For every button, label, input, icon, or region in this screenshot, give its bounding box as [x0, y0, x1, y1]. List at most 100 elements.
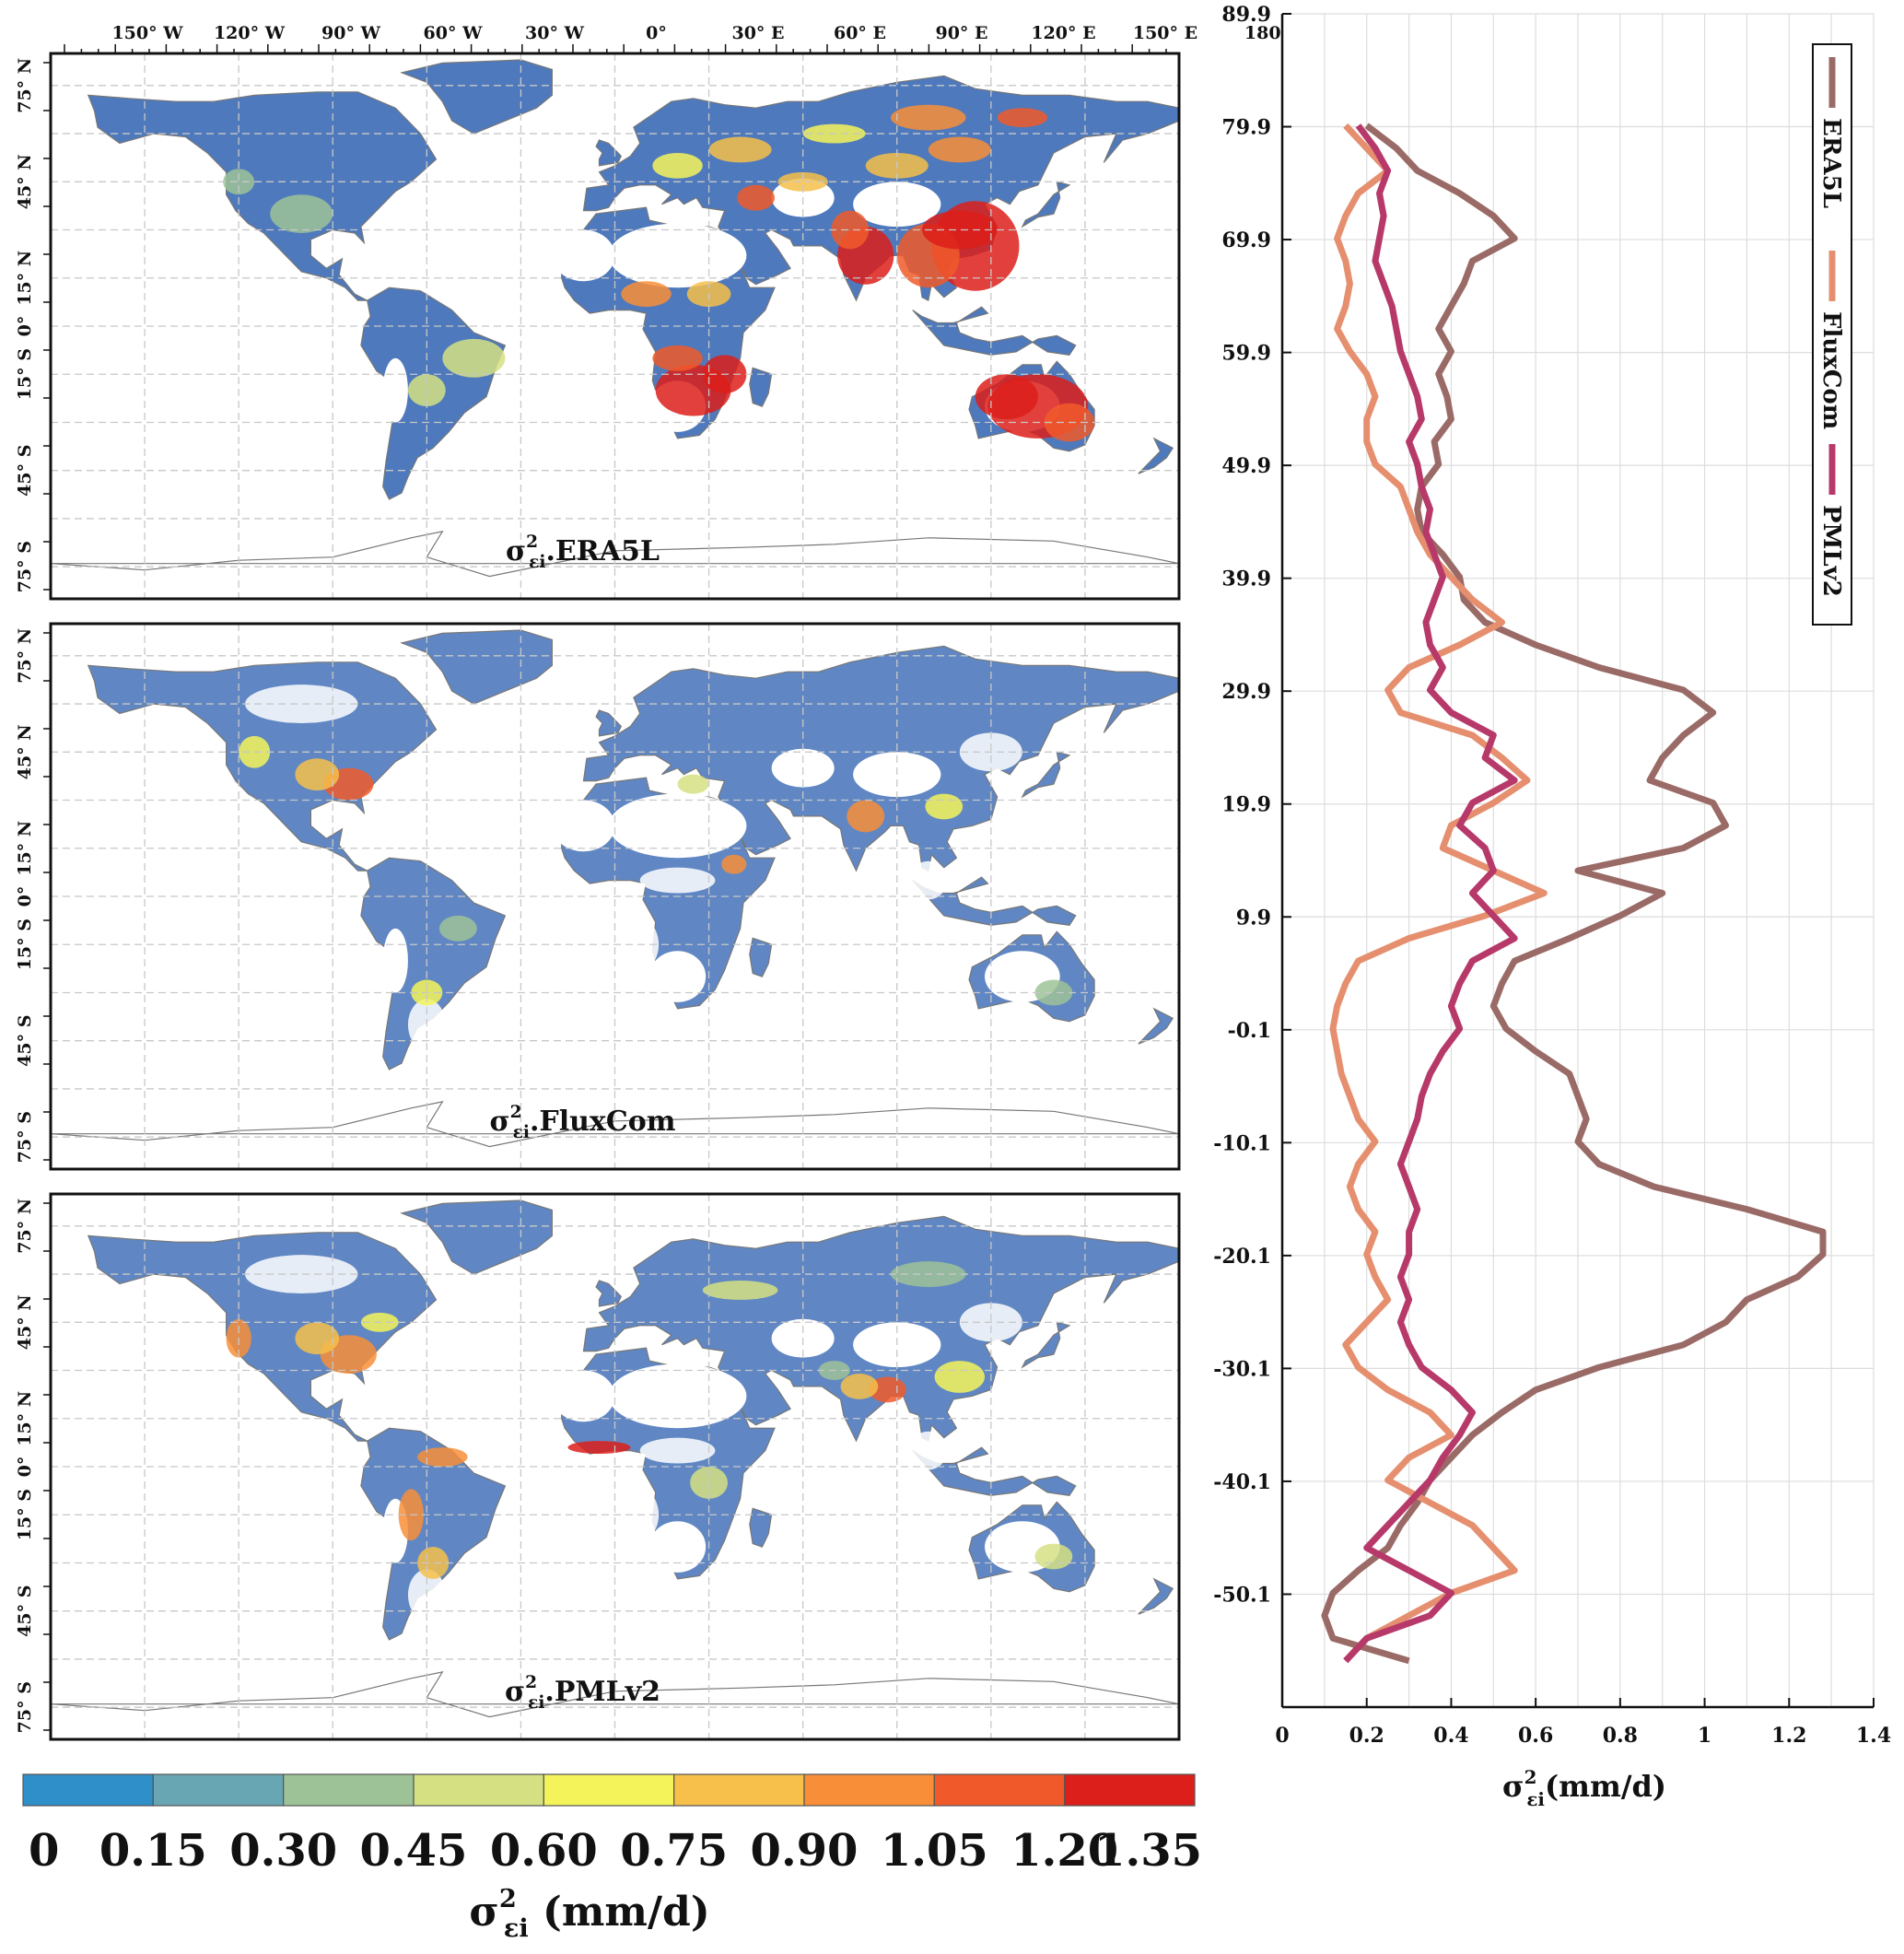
map-panel-label: σ2 εi.PMLv2	[505, 1673, 660, 1713]
land-greenland	[400, 1199, 554, 1275]
high-variance-region	[840, 1374, 879, 1399]
colorbar-segment	[673, 1773, 805, 1807]
legend-box	[1812, 43, 1852, 626]
land-uk	[595, 1280, 623, 1307]
longitude-tick-label: 30° E	[731, 23, 784, 43]
longitude-tick-label: 90° W	[321, 23, 381, 43]
latitude-tick-label: 15° N	[15, 251, 35, 306]
colorbar: 0 0.15 0.30 0.45 0.60 0.75 0.90 1.05 1.201.35	[22, 1773, 1202, 1877]
high-variance-region	[869, 1376, 906, 1403]
high-variance-region	[702, 1281, 778, 1300]
latitude-tick-label: 75° S	[15, 1681, 35, 1733]
high-variance-region	[270, 194, 333, 234]
colorbar-tick-label: 0.30	[229, 1825, 337, 1877]
map-panels: 75° N 45° N 15° N 0° 15° S 45° S 75° S σ2 εi.ERA…	[15, 52, 1181, 1741]
high-variance-region	[847, 800, 885, 833]
profile-y-tick-label: -30.1	[1213, 1357, 1271, 1381]
series-line-fluxcom	[1329, 123, 1548, 1664]
colorbar-tick-label: 1.05	[881, 1825, 988, 1877]
profile-x-axis-label: σ2 εi(mm/d)	[1502, 1766, 1666, 1810]
land-japan	[1021, 181, 1071, 228]
profile-x-tick-label: 0.6	[1518, 1724, 1553, 1748]
longitude-tick-label: 60° W	[424, 23, 484, 43]
latitude-tick-label: 45° N	[15, 1294, 35, 1350]
latitude-tick-label: 0°	[15, 1457, 35, 1478]
latitude-tick-label: 0°	[15, 316, 35, 337]
land-uk	[595, 139, 623, 167]
profile-y-tick-label: 29.9	[1221, 680, 1271, 704]
map-frame	[49, 1192, 1181, 1741]
colorbar-tick-label: 0.90	[751, 1825, 859, 1877]
land-japan	[1021, 751, 1071, 799]
latitude-tick-label: 45° N	[15, 154, 35, 209]
colorbar-segment	[283, 1773, 415, 1807]
high-variance-region	[921, 210, 998, 250]
map-frame	[49, 52, 1181, 601]
latitude-tick-label: 15° S	[15, 1489, 35, 1540]
map-panel-fluxcom: 75° N 45° N 15° N 0° 15° S 45° S 75° S σ2 εi.Flu…	[15, 622, 1181, 1171]
no-data-region	[244, 1255, 358, 1293]
no-data-region	[648, 951, 707, 1002]
land-indonesia	[912, 1446, 1077, 1496]
latitude-tick-label: 15° S	[15, 918, 35, 970]
map-panel-era5l: 75° N 45° N 15° N 0° 15° S 45° S 75° S σ2 εi.ERA…	[15, 52, 1181, 601]
high-variance-region	[652, 345, 703, 371]
longitude-tick-label: 120° W	[214, 23, 286, 43]
series-line-era5l	[1321, 123, 1827, 1665]
colorbar-tick-label: 1.35	[1094, 1825, 1202, 1877]
land-antarctica	[51, 531, 1179, 578]
high-variance-region	[567, 1441, 631, 1455]
colorbar-segment	[933, 1773, 1066, 1807]
colorbar-title: σ2 εi (mm/d)	[469, 1884, 709, 1943]
land-northAmerica	[87, 91, 438, 301]
latitude-tick-label: 75° N	[15, 1199, 35, 1254]
high-variance-region	[417, 1547, 450, 1579]
profile-y-tick-label: -20.1	[1213, 1245, 1271, 1269]
profile-x-tick-label: 0.2	[1349, 1724, 1384, 1748]
map-panel-pmlv2: 75° N 45° N 15° N 0° 15° S 45° S 75° S σ2 εi.PML…	[15, 1192, 1181, 1741]
high-variance-region	[721, 854, 747, 874]
longitude-tick-label: 150° E	[1133, 23, 1197, 43]
land-indonesia	[912, 306, 1077, 356]
high-variance-region	[417, 1447, 468, 1468]
map-frame	[49, 622, 1181, 1171]
high-variance-region	[737, 184, 776, 211]
legend-label-pmlv2: PMLv2	[1817, 505, 1845, 597]
land-greenland	[400, 59, 554, 135]
profile-y-tick-label: 9.9	[1236, 906, 1271, 930]
colorbar-segment	[22, 1773, 154, 1807]
profile-y-tick-label: 39.9	[1221, 567, 1271, 591]
colorbar-segment	[413, 1773, 544, 1807]
no-data-region	[552, 1370, 615, 1422]
high-variance-region	[1034, 1543, 1073, 1570]
high-variance-region	[708, 136, 772, 163]
longitude-tick-label: 0°	[646, 23, 667, 43]
high-variance-region	[975, 374, 1038, 419]
latitude-tick-label: 45° S	[15, 445, 35, 497]
map-panel-label: σ2 εi.ERA5L	[506, 532, 660, 572]
profile-y-tick-label: -40.1	[1213, 1470, 1271, 1494]
legend-label-fluxcom: FluxCom	[1817, 311, 1845, 429]
high-variance-region	[1034, 979, 1073, 1006]
profile-y-tick-label: 89.9	[1221, 3, 1271, 27]
latitude-tick-label: 45° N	[15, 724, 35, 779]
land-greenland	[400, 629, 554, 705]
profile-x-tick-label: 1	[1698, 1724, 1711, 1748]
no-data-region	[909, 1431, 948, 1470]
profile-x-tick-label: 0	[1275, 1724, 1289, 1748]
high-variance-region	[890, 104, 966, 131]
latitude-tick-label: 75° N	[15, 628, 35, 684]
high-variance-region	[925, 793, 964, 820]
colorbar-tick-label: 1.20	[1010, 1825, 1118, 1877]
colorbar-tick-label: 0.45	[360, 1825, 468, 1877]
latitude-profile-chart: 89.9 79.9 69.9 59.9 49.9 39.9 29.9 19.9 9.9 -0.1 -…	[1213, 3, 1891, 1748]
longitude-tick-label: 90° E	[935, 23, 987, 43]
high-variance-region	[621, 281, 672, 308]
profile-y-tick-label: 79.9	[1221, 116, 1271, 140]
high-variance-region	[831, 210, 870, 250]
land-antarctica	[51, 1671, 1179, 1718]
high-variance-region	[928, 136, 991, 163]
latitude-tick-label: 15° N	[15, 821, 35, 876]
high-variance-region	[997, 108, 1048, 128]
colorbar-segment	[803, 1773, 935, 1807]
